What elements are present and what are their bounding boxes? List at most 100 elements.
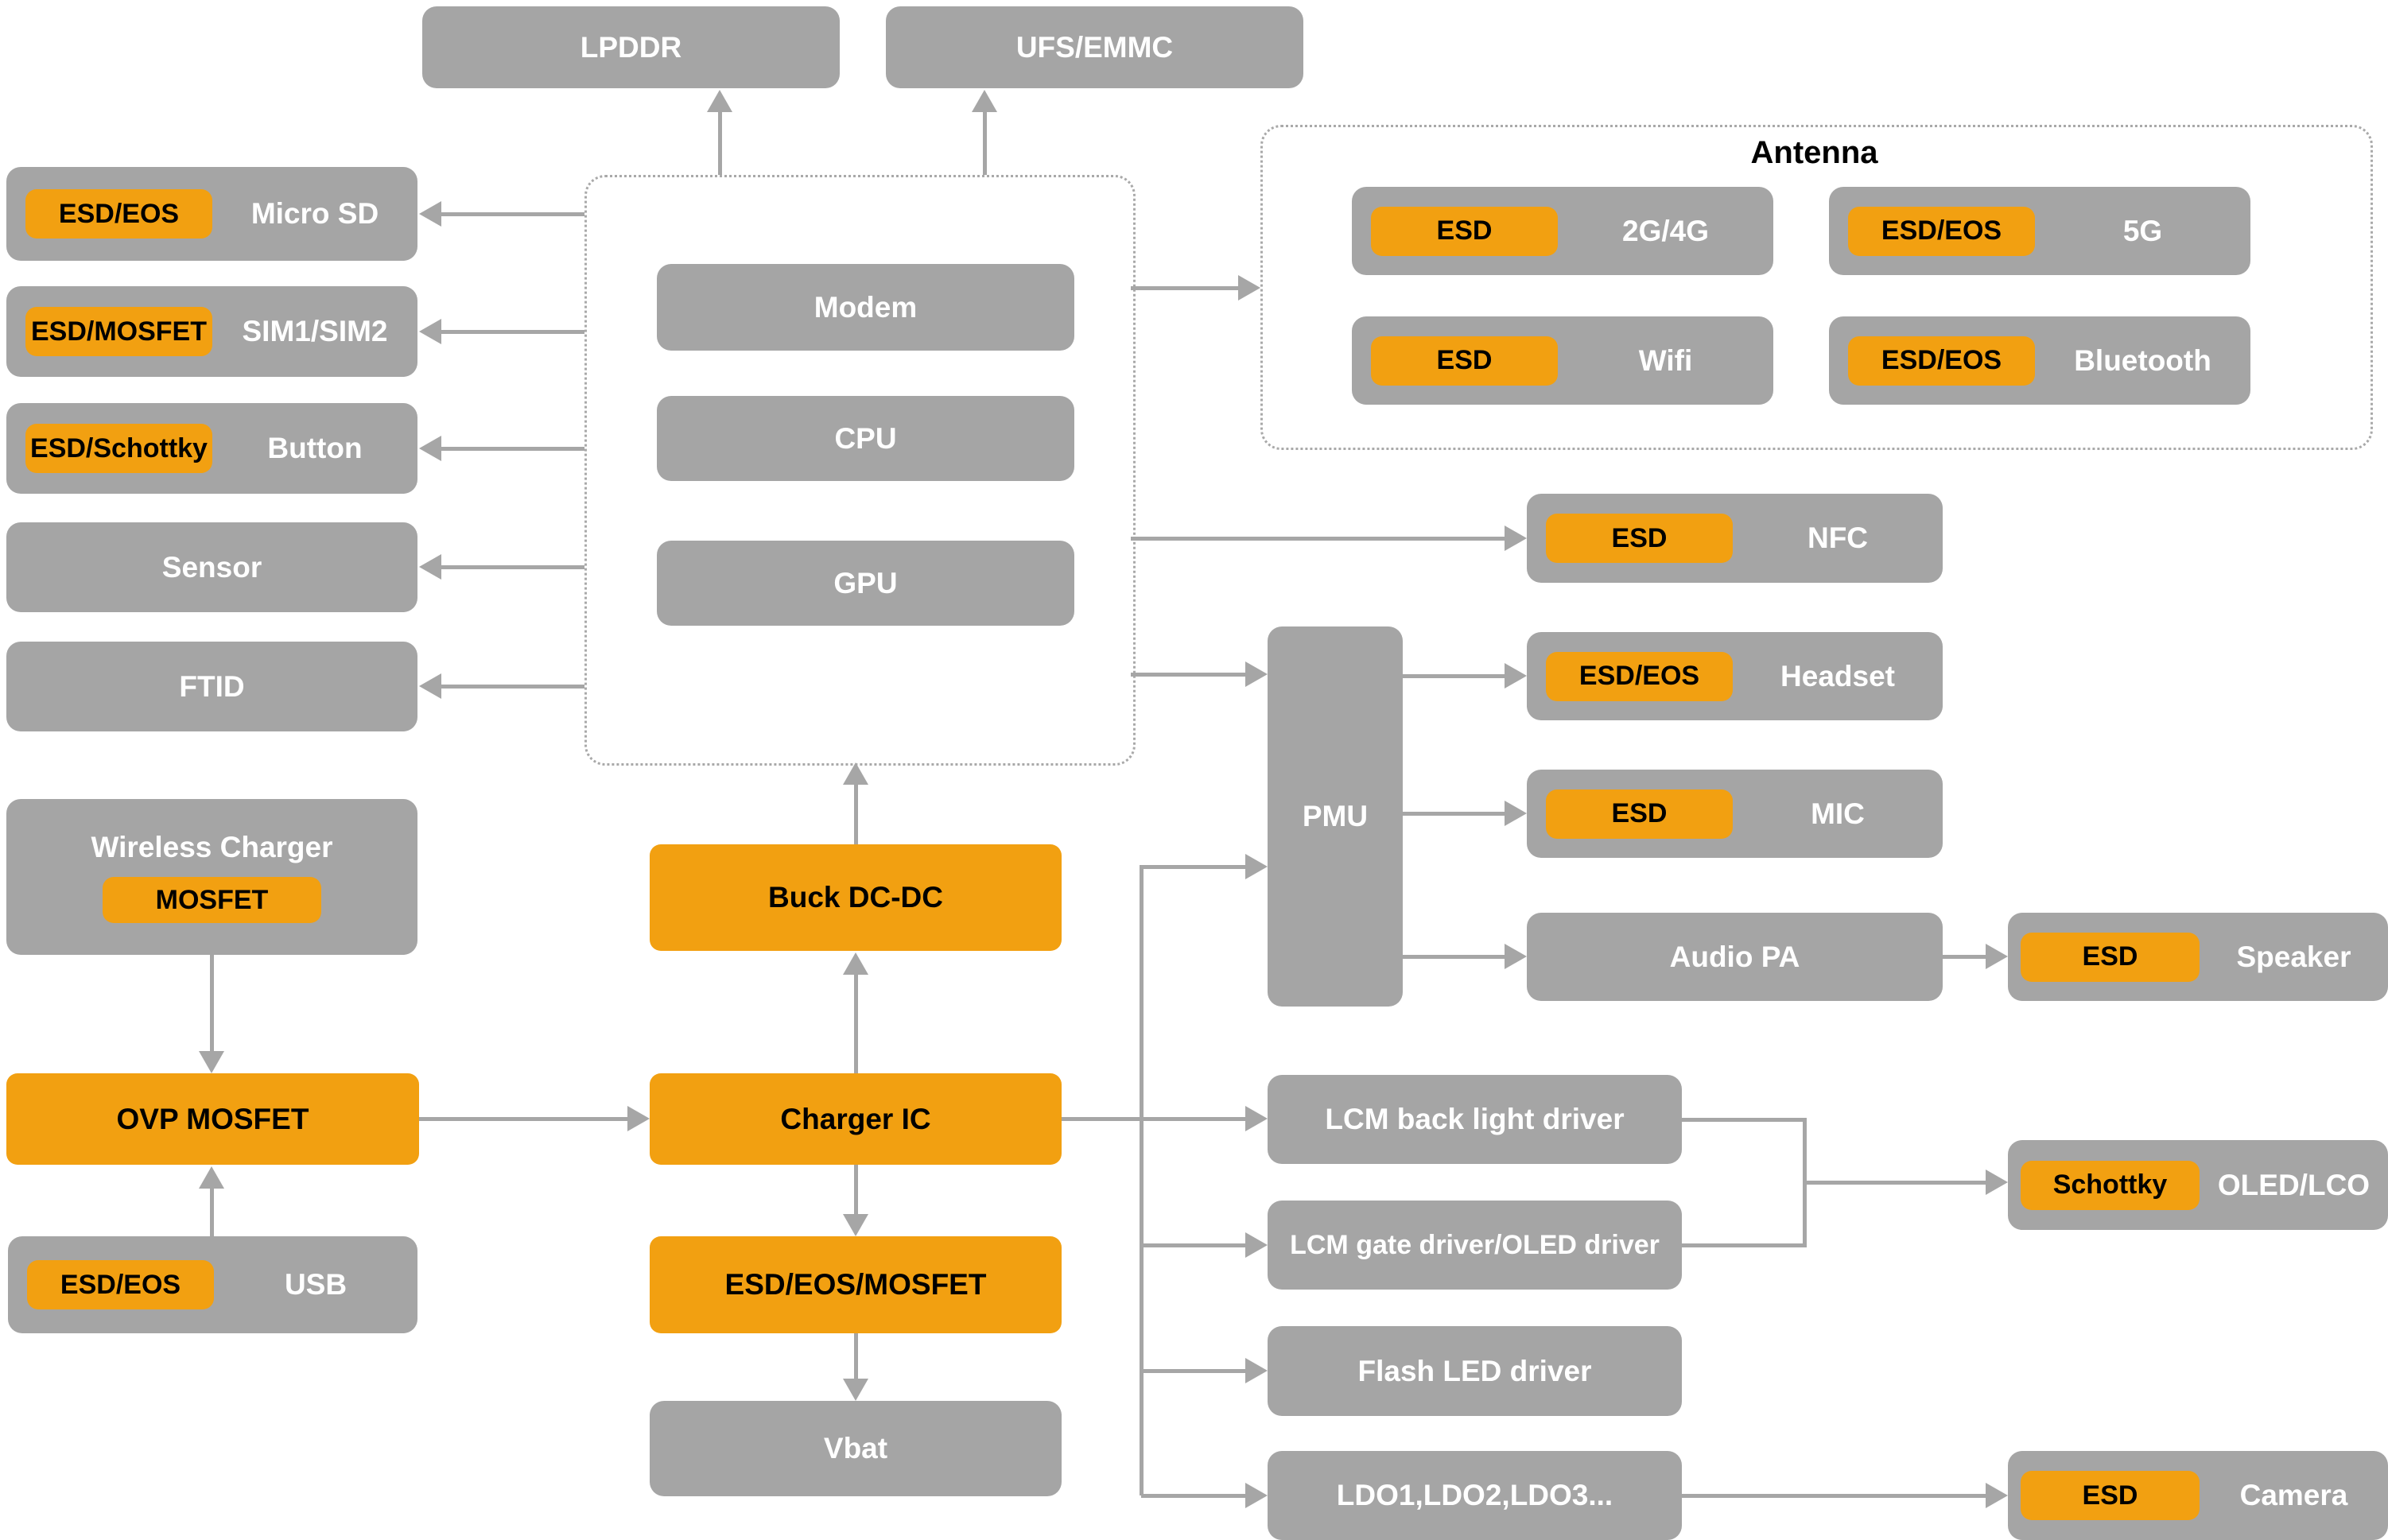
node-label: Vbat (823, 1432, 888, 1464)
protection-badge: ESD/EOS (1848, 206, 2035, 256)
connector-soc-pmu (1131, 673, 1245, 677)
node-label: Buck DC-DC (768, 881, 943, 914)
node-ftid: FTID (6, 642, 417, 731)
arrowhead-right-icon (1245, 1106, 1268, 1131)
connector-ovp-charger (419, 1117, 627, 1121)
node-label: Micro SD (250, 197, 379, 230)
arrowhead-right-icon (1986, 944, 2008, 969)
node-usb: ESD/EOS USB (8, 1236, 417, 1333)
arrowhead-right-icon (627, 1106, 650, 1131)
node-label: UFS/EMMC (1015, 30, 1174, 64)
arrowhead-right-icon (1245, 1358, 1268, 1383)
node-label: Wifi (1638, 343, 1693, 377)
connector-pmu-headset (1403, 674, 1505, 678)
node-flash-led-driver: Flash LED driver (1268, 1326, 1682, 1416)
connector-charger-buck (854, 975, 858, 1073)
connector-soc-nfc (1131, 537, 1505, 541)
connector-bus-flashled (1141, 1369, 1245, 1373)
connector-charger-esdmosfet (854, 1165, 858, 1214)
arrowhead-left-icon (419, 554, 441, 580)
arrowhead-right-icon (1245, 1483, 1268, 1508)
node-label: Charger IC (780, 1102, 931, 1135)
connector-charger-bus (1062, 1117, 1245, 1121)
arrowhead-down-icon (199, 1051, 224, 1073)
node-label: OVP MOSFET (116, 1102, 309, 1135)
connector-esdmosfet-vbat (854, 1333, 858, 1379)
node-5g: ESD/EOS 5G (1829, 187, 2250, 275)
protection-badge: ESD/Schottky (25, 424, 212, 473)
arrowhead-right-icon (1986, 1483, 2008, 1508)
connector-backlight-stub (1682, 1118, 1807, 1122)
node-label: ESD/EOS/MOSFET (724, 1268, 987, 1301)
node-label: Audio PA (1669, 940, 1800, 973)
antenna-title: Antenna (1750, 135, 1878, 170)
node-esd-eos-mosfet: ESD/EOS/MOSFET (650, 1236, 1062, 1333)
node-camera: ESD Camera (2008, 1451, 2388, 1540)
protection-badge: ESD/MOSFET (25, 307, 212, 356)
arrowhead-up-icon (972, 90, 997, 112)
node-label: LDO1,LDO2,LDO3... (1336, 1479, 1613, 1511)
node-sensor: Sensor (6, 522, 417, 612)
node-label: PMU (1302, 800, 1369, 832)
node-charger-ic: Charger IC (650, 1073, 1062, 1165)
node-label: SIM1/SIM2 (242, 315, 388, 347)
connector-pmu-audiopa (1403, 955, 1505, 959)
protection-badge: Schottky (2021, 1160, 2200, 1210)
arrowhead-up-icon (199, 1166, 224, 1189)
arrowhead-right-icon (1245, 854, 1268, 879)
protection-badge: ESD (1546, 789, 1733, 839)
protection-badge: MOSFET (103, 877, 321, 923)
arrowhead-right-icon (1245, 1232, 1268, 1258)
node-label: LCM back light driver (1325, 1103, 1625, 1135)
connector-merge-oled (1803, 1181, 1986, 1185)
arrowhead-down-icon (843, 1214, 868, 1236)
connector-wireless-ovp (210, 955, 214, 1051)
node-buck-dcdc: Buck DC-DC (650, 844, 1062, 951)
node-ufs-emmc: UFS/EMMC (886, 6, 1303, 88)
protection-badge: ESD (2021, 932, 2200, 982)
protection-badge: ESD (2021, 1471, 2200, 1520)
connector-pmu-mic (1403, 812, 1505, 816)
arrowhead-up-icon (843, 762, 868, 785)
node-modem: Modem (657, 264, 1074, 351)
arrowhead-left-icon (419, 319, 441, 344)
node-headset: ESD/EOS Headset (1527, 632, 1943, 720)
arrowhead-up-icon (707, 90, 732, 112)
node-label: OLED/LCO (2217, 1168, 2371, 1201)
node-label: Headset (1780, 659, 1895, 692)
protection-badge: ESD/EOS (25, 189, 212, 239)
arrowhead-right-icon (1505, 526, 1527, 551)
protection-badge: ESD/EOS (1848, 336, 2035, 386)
connector-bus-lcmgate (1141, 1243, 1245, 1247)
node-vbat: Vbat (650, 1401, 1062, 1496)
connector-soc-lpddr (718, 112, 722, 175)
arrowhead-down-icon (843, 1379, 868, 1401)
node-bluetooth: ESD/EOS Bluetooth (1829, 316, 2250, 405)
connector-soc-microsd (441, 212, 584, 216)
node-label: 5G (2122, 214, 2163, 247)
arrowhead-left-icon (419, 201, 441, 227)
node-label: Speaker (2236, 940, 2351, 973)
node-label: Flash LED driver (1357, 1354, 1592, 1387)
node-label: LPDDR (580, 30, 682, 64)
connector-soc-sensor (441, 565, 584, 569)
arrowhead-left-icon (419, 673, 441, 699)
arrowhead-right-icon (1238, 275, 1260, 301)
node-pmu: PMU (1268, 626, 1403, 1007)
connector-buck-soc (854, 785, 858, 844)
arrowhead-right-icon (1245, 661, 1268, 687)
node-lpddr: LPDDR (422, 6, 840, 88)
arrowhead-right-icon (1505, 944, 1527, 969)
arrowhead-up-icon (843, 952, 868, 975)
connector-soc-ufs (983, 112, 987, 175)
node-label: Sensor (161, 550, 262, 584)
protection-badge: ESD (1371, 336, 1558, 386)
node-button: ESD/Schottky Button (6, 403, 417, 494)
antenna-frame (1260, 125, 2373, 450)
arrowhead-right-icon (1505, 663, 1527, 689)
arrowhead-left-icon (419, 436, 441, 461)
node-label: FTID (179, 669, 245, 703)
node-label: Camera (2239, 1479, 2348, 1511)
connector-bus-pmu (1141, 865, 1245, 869)
